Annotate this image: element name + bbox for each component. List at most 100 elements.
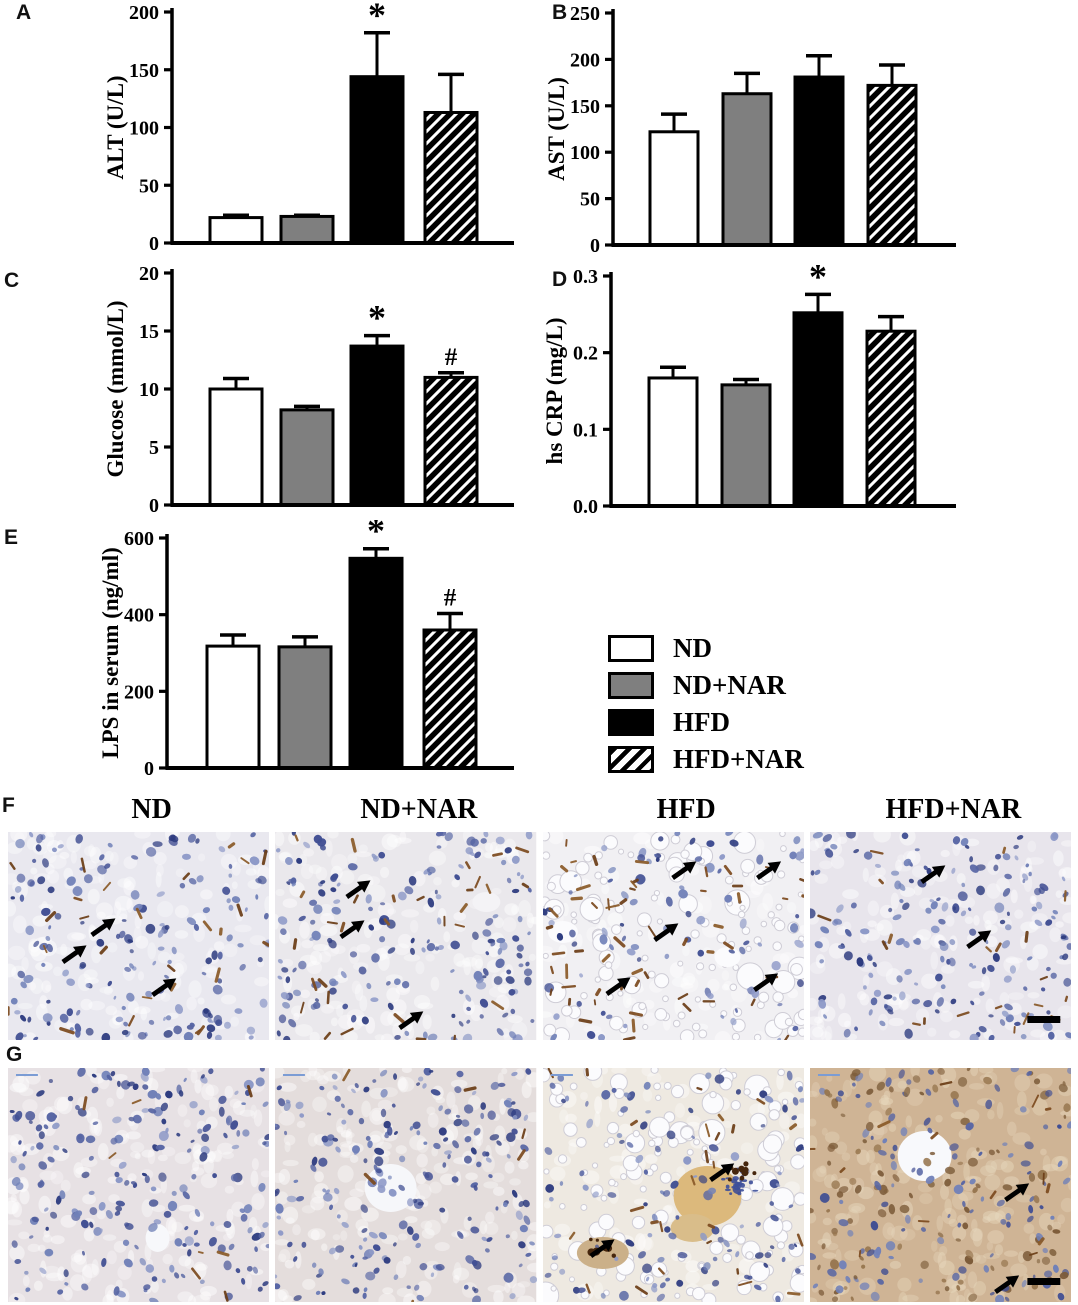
legend-label-hfd-nar: HFD+NAR [673,744,804,774]
svg-text:250: 250 [570,3,600,25]
histology-col-label-hfd: HFD [656,794,716,825]
svg-text:0: 0 [144,758,154,780]
legend-swatch-hfd-nar [608,746,654,773]
svg-text:20: 20 [139,263,159,285]
chart-alt: * 0 50 100 150 200 ALT (U/L) [103,0,514,255]
histology-col-label-hfd-nar: HFD+NAR [885,794,1022,825]
svg-text:10: 10 [139,379,159,401]
panel-letter-f: F [2,794,15,817]
legend-label-nd: ND [673,633,712,663]
histology-image-f-hfd [542,832,804,1040]
pointer-arrow [398,1011,424,1030]
svg-text:5: 5 [149,437,159,459]
pointer-arrow [752,973,778,992]
histology-col-label-nd-nar: ND+NAR [360,794,478,825]
svg-text:#: # [444,585,457,612]
svg-text:LPS in serum (ng/ml): LPS in serum (ng/ml) [98,547,123,758]
svg-text:ALT (U/L): ALT (U/L) [103,75,128,179]
svg-text:600: 600 [124,528,154,550]
svg-text:150: 150 [570,96,600,118]
svg-text:200: 200 [570,49,600,71]
pointer-arrow [588,1239,615,1258]
histology-image-g-nd [8,1068,270,1302]
panel-letter-b: B [552,1,568,24]
panel-letter-a: A [16,1,32,24]
svg-text:*: * [809,260,827,296]
pointer-arrow [708,1163,734,1182]
histology-row-g [8,1068,1071,1302]
svg-text:0: 0 [149,495,159,517]
svg-text:*: * [367,520,385,551]
pointer-arrow [339,920,365,939]
pointer-arrow [920,865,946,884]
panel-letter-g: G [6,1043,23,1066]
svg-text:400: 400 [124,605,154,627]
legend-swatch-nd-nar [608,672,654,699]
pointer-arrow [604,977,631,996]
panel-letter-d: D [552,268,568,291]
pointer-arrow [90,918,116,937]
legend-item-nd-nar: ND+NAR [608,667,908,704]
legend-swatch-nd [608,635,654,662]
svg-text:0: 0 [149,233,159,255]
chart-glucose: * #0 5 10 15 20 Glucose (mmol/L) [103,263,514,517]
svg-text:0.3: 0.3 [573,266,598,288]
svg-text:200: 200 [124,681,154,703]
svg-text:0.0: 0.0 [573,496,598,518]
scale-bar [1027,1278,1061,1285]
svg-text:50: 50 [580,189,600,211]
svg-text:0.2: 0.2 [573,343,598,365]
svg-text:hs CRP (mg/L): hs CRP (mg/L) [542,318,567,465]
histology-image-g-hfd [542,1068,804,1302]
pointer-arrow [755,861,781,880]
histology-col-label-nd: ND [131,794,172,825]
svg-text:200: 200 [129,2,159,24]
pointer-arrow [652,923,678,942]
histology-image-g-nd-nar [275,1068,537,1302]
pointer-arrow [993,1275,1019,1294]
panel-c: * #0 5 10 15 20 Glucose (mmol/L) [0,260,540,518]
histology-header-row: ND ND+NAR HFD HFD+NAR [8,794,1071,828]
panel-letter-c: C [4,269,20,292]
svg-text:150: 150 [129,60,159,82]
svg-text:15: 15 [139,321,159,343]
svg-text:*: * [368,0,386,35]
legend-label-nd-nar: ND+NAR [673,670,786,700]
pointer-arrow [151,978,177,997]
pointer-arrow [965,930,991,949]
histology-image-f-nd [8,832,270,1040]
pointer-arrow [1003,1183,1029,1202]
histology-image-g-hfd-nar [809,1068,1071,1302]
svg-text:AST (U/L): AST (U/L) [544,77,569,181]
histology-row-f [8,832,1071,1040]
svg-text:#: # [445,344,458,371]
svg-text:50: 50 [139,175,159,197]
panel-letter-e: E [4,526,19,549]
panel-b: 0 50 100 150 200 250 AST (U/L) [538,0,1078,258]
histology-image-f-hfd-nar [809,832,1071,1040]
panel-a: * 0 50 100 150 200 ALT (U/L) [0,0,540,258]
svg-text:0.1: 0.1 [573,419,598,441]
legend-label-hfd: HFD [673,707,730,737]
legend-swatch-hfd [608,709,654,736]
panel-e: * #0 200 400 600 LPS in serum (ng/ml) [0,511,540,798]
legend-item-hfd: HFD [608,704,908,741]
svg-text:Glucose (mmol/L): Glucose (mmol/L) [103,301,128,478]
panel-d: * 0.0 0.1 0.2 0.3 hs CRP (mg/L) [538,256,1078,518]
pointer-arrow [670,861,696,880]
svg-text:100: 100 [570,142,600,164]
svg-text:100: 100 [129,118,159,140]
chart-hscrp: * 0.0 0.1 0.2 0.3 hs CRP (mg/L) [542,256,956,518]
svg-text:*: * [368,298,386,338]
legend-item-hfd-nar: HFD+NAR [608,741,908,778]
chart-legend: ND ND+NAR HFD HFD+NAR [608,630,908,778]
svg-text:0: 0 [590,235,600,257]
legend-item-nd: ND [608,630,908,667]
chart-ast: 0 50 100 150 200 250 AST (U/L) [544,3,956,257]
pointer-arrow [345,880,371,899]
pointer-arrow [61,945,87,964]
scale-bar [1027,1016,1061,1023]
histology-image-f-nd-nar [275,832,537,1040]
